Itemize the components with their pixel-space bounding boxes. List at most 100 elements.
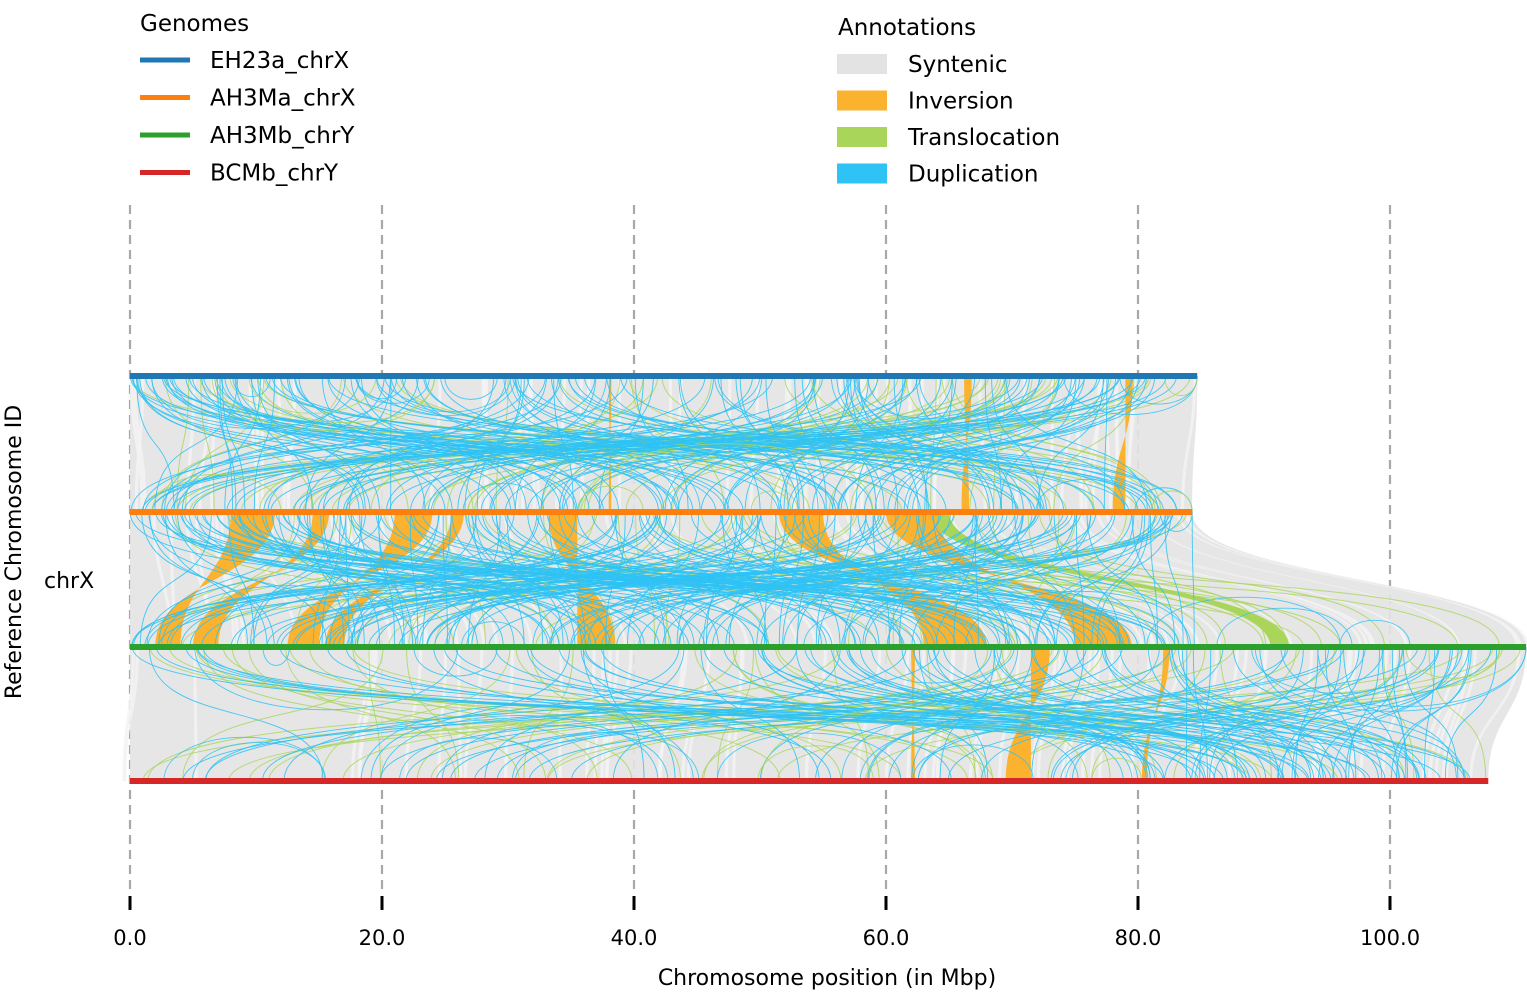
duplication-link (1332, 646, 1451, 782)
duplication-link (887, 375, 1117, 513)
duplication-link (723, 646, 1332, 782)
duplication-link (265, 375, 1106, 513)
duplication-link (942, 646, 1420, 782)
duplication-link (779, 375, 869, 513)
duplication-link (1037, 375, 1104, 513)
syntenic-strand (123, 647, 139, 781)
duplication-link (614, 511, 666, 648)
duplication-link (202, 646, 1224, 782)
duplication-link (514, 646, 1087, 782)
duplication-loop (760, 705, 1088, 782)
duplication-link (130, 375, 628, 513)
duplication-link (584, 646, 1282, 782)
translocation-link (235, 511, 1304, 648)
translocation-link (777, 646, 1469, 782)
duplication-link (1031, 646, 1085, 782)
syntenic-strand (1140, 647, 1182, 781)
duplication-link (528, 646, 1419, 782)
reference-chromosome-label: chrX (44, 569, 94, 594)
annotation-legend-label: Translocation (907, 125, 1060, 151)
duplication-link (181, 375, 385, 513)
translocation-link (876, 511, 1208, 648)
duplication-link (1424, 646, 1436, 782)
duplication-link (927, 646, 1228, 782)
duplication-link (987, 511, 1189, 648)
duplication-link (739, 375, 805, 513)
annotation-legend-swatch (837, 163, 887, 184)
duplication-loop (511, 732, 700, 782)
annotation-legend-label: Inversion (908, 89, 1014, 115)
x-tick-label: 40.0 (611, 926, 658, 950)
duplication-link (546, 511, 1022, 648)
syntenic-strand (1185, 512, 1519, 647)
duplication-loop (964, 590, 1192, 648)
duplication-link (253, 375, 275, 513)
syntenic-strand (1444, 647, 1477, 781)
duplication-link (638, 511, 823, 648)
duplication-link (340, 511, 515, 648)
syntenic-strand (1434, 647, 1467, 781)
duplication-link (379, 646, 1015, 782)
duplication-link (329, 511, 439, 648)
duplication-loop (1280, 646, 1527, 707)
syntenic-strand (801, 512, 1026, 647)
duplication-link (158, 511, 301, 648)
duplication-link (570, 511, 940, 648)
duplication-link (933, 646, 1149, 782)
duplication-loop (220, 375, 398, 423)
duplication-link (141, 511, 275, 648)
duplication-link (1164, 511, 1184, 648)
syntenic-strand (1105, 512, 1408, 647)
duplication-link (1213, 646, 1469, 782)
duplication-link (765, 375, 800, 513)
duplication-loop (719, 511, 1019, 582)
duplication-link (947, 646, 1439, 782)
duplication-link (345, 511, 350, 648)
duplication-link (1164, 646, 1463, 782)
syntenic-strand (1065, 647, 1098, 781)
duplication-link (154, 375, 239, 513)
duplication-link (165, 375, 774, 513)
syntenic-strand (1469, 647, 1521, 781)
duplication-link (587, 511, 796, 648)
duplication-link (846, 646, 1327, 782)
translocation-link (930, 375, 937, 513)
duplication-link (761, 646, 1165, 782)
duplication-link (705, 511, 738, 648)
duplication-loop (1339, 619, 1411, 648)
duplication-link (1053, 511, 1121, 648)
duplication-link (182, 646, 1100, 782)
duplication-link (312, 511, 363, 648)
inversion-ribbon (1141, 647, 1170, 781)
duplication-link (550, 511, 743, 648)
duplication-loop (912, 744, 1034, 782)
translocation-link (430, 646, 1061, 782)
duplication-loop (859, 726, 1079, 782)
syntenic-strand (358, 647, 378, 781)
duplication-link (214, 375, 453, 513)
duplication-link (282, 511, 1163, 648)
syntenic-strand (1176, 512, 1522, 647)
translocation-link (446, 375, 621, 513)
syntenic-strand (900, 512, 1144, 647)
duplication-loop (462, 483, 545, 513)
syntenic-strand (908, 376, 918, 512)
duplication-link (787, 375, 1030, 513)
duplication-link (514, 375, 701, 513)
duplication-link (1395, 646, 1470, 782)
syntenic-strand (122, 647, 135, 781)
duplication-link (620, 375, 1178, 513)
duplication-loop (677, 442, 977, 513)
syntenic-strand (1312, 647, 1359, 781)
duplication-link (791, 375, 1085, 513)
duplication-loop (1216, 607, 1353, 648)
duplication-loop (1160, 511, 1193, 532)
duplication-link (286, 375, 540, 513)
duplication-loop (509, 375, 815, 447)
x-tick-label: 80.0 (1115, 926, 1162, 950)
duplication-loop (888, 721, 1133, 782)
duplication-loop (757, 745, 874, 782)
duplication-link (757, 646, 1465, 782)
duplication-link (346, 511, 1174, 648)
duplication-link (607, 511, 998, 648)
